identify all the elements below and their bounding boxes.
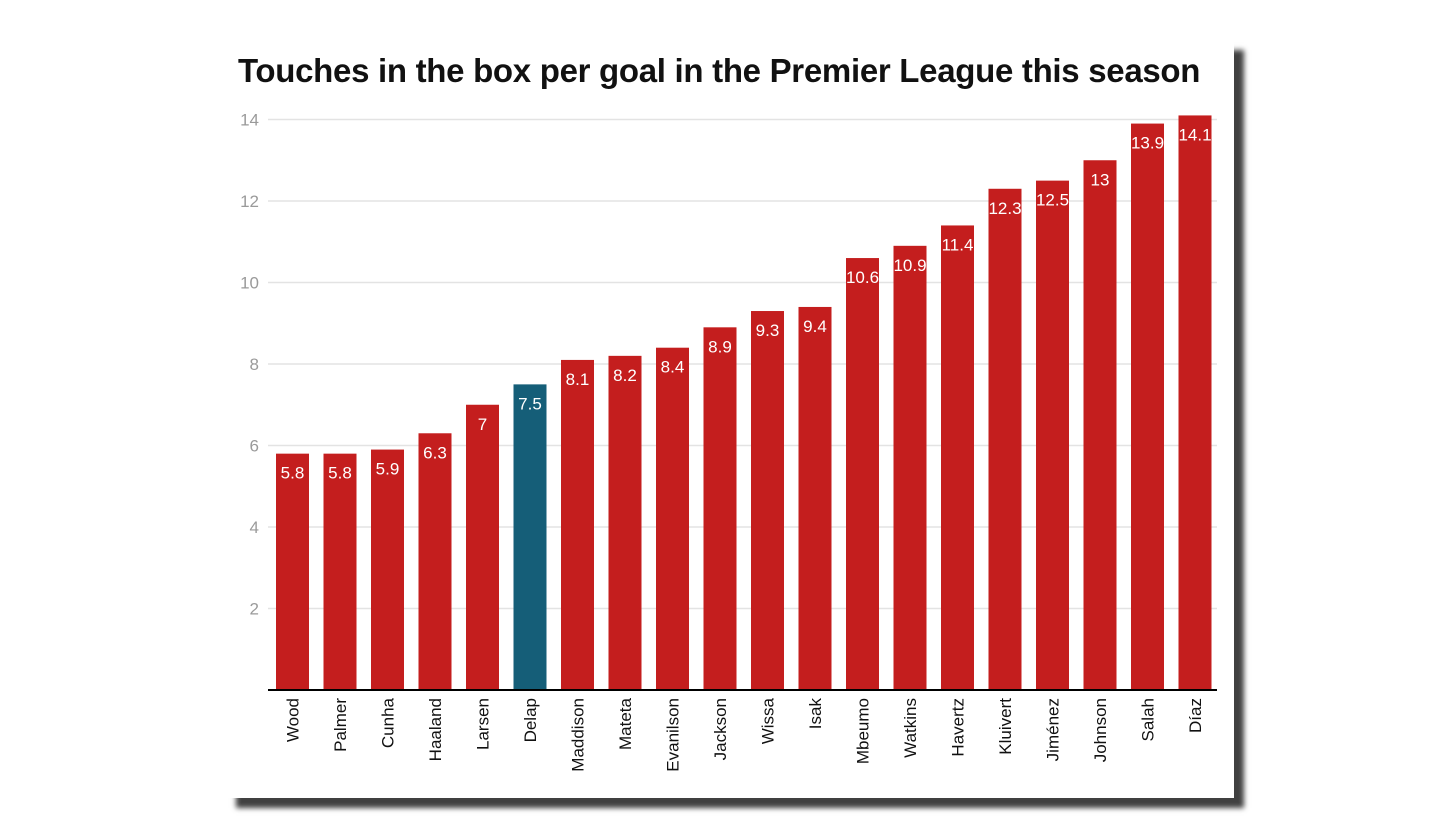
data-label: 12.3 [988, 199, 1021, 218]
y-tick-label: 12 [240, 192, 259, 211]
x-tick-label: Palmer [331, 698, 350, 752]
x-tick-label: Wood [284, 698, 303, 742]
data-label: 5.8 [328, 464, 352, 483]
data-label: 13 [1091, 170, 1110, 189]
data-label: 8.4 [661, 358, 685, 377]
data-label: 13.9 [1131, 134, 1164, 153]
bar [846, 258, 879, 690]
x-tick-label: Isak [806, 698, 825, 730]
bar [1178, 115, 1212, 691]
bar [466, 404, 499, 690]
x-tick-label: Díaz [1186, 698, 1205, 733]
bar [1131, 123, 1164, 690]
data-label: 6.3 [423, 443, 447, 462]
y-tick-label: 8 [250, 355, 259, 374]
data-label: 8.9 [708, 337, 732, 356]
data-label: 14.1 [1178, 125, 1211, 144]
x-tick-label: Salah [1139, 698, 1158, 741]
y-tick-label: 10 [240, 274, 259, 293]
x-tick-label: Delap [521, 698, 540, 742]
bar [418, 433, 452, 690]
x-tick-label: Mbeumo [854, 698, 873, 764]
y-tick-label: 2 [250, 600, 259, 619]
x-tick-label: Larsen [474, 698, 493, 750]
x-tick-label: Maddison [569, 698, 588, 772]
data-label: 7.5 [518, 394, 542, 413]
data-label: 5.9 [376, 460, 400, 479]
bar [941, 225, 974, 690]
y-tick-label: 14 [240, 111, 259, 130]
bar [276, 453, 309, 690]
bar [656, 347, 689, 690]
bar [893, 245, 927, 690]
x-tick-label: Johnson [1091, 698, 1110, 762]
data-label: 11.4 [942, 235, 974, 254]
y-tick-label: 6 [250, 437, 259, 456]
bar [751, 311, 784, 690]
data-label: 5.8 [281, 464, 305, 483]
bar [561, 359, 594, 690]
bar [798, 306, 832, 690]
data-label: 12.5 [1036, 191, 1069, 210]
bar [513, 384, 547, 690]
x-tick-label: Mateta [616, 697, 635, 750]
x-tick-label: Watkins [901, 698, 920, 758]
bar [988, 188, 1022, 690]
bar [1083, 160, 1117, 690]
x-tick-label: Evanilson [664, 698, 683, 772]
bar [371, 449, 404, 690]
data-label: 10.9 [893, 256, 926, 275]
x-tick-label: Jackson [711, 698, 730, 760]
x-tick-label: Havertz [949, 698, 968, 757]
x-tick-label: Wissa [759, 697, 778, 744]
bar [1036, 180, 1069, 690]
x-tick-label: Kluivert [996, 698, 1015, 755]
x-tick-label: Haaland [426, 698, 445, 761]
data-label: 10.6 [846, 268, 879, 287]
bar [323, 453, 357, 690]
data-label: 8.1 [566, 370, 590, 389]
bar [703, 327, 737, 690]
bar [608, 355, 642, 690]
x-tick-label: Jiménez [1044, 698, 1063, 761]
data-label: 8.2 [613, 366, 637, 385]
data-label: 9.3 [756, 321, 780, 340]
data-label: 7 [478, 415, 487, 434]
data-label: 9.4 [803, 317, 827, 336]
chart-title: Touches in the box per goal in the Premi… [238, 52, 1201, 89]
x-tick-label: Cunha [379, 697, 398, 748]
y-tick-label: 4 [250, 518, 259, 537]
